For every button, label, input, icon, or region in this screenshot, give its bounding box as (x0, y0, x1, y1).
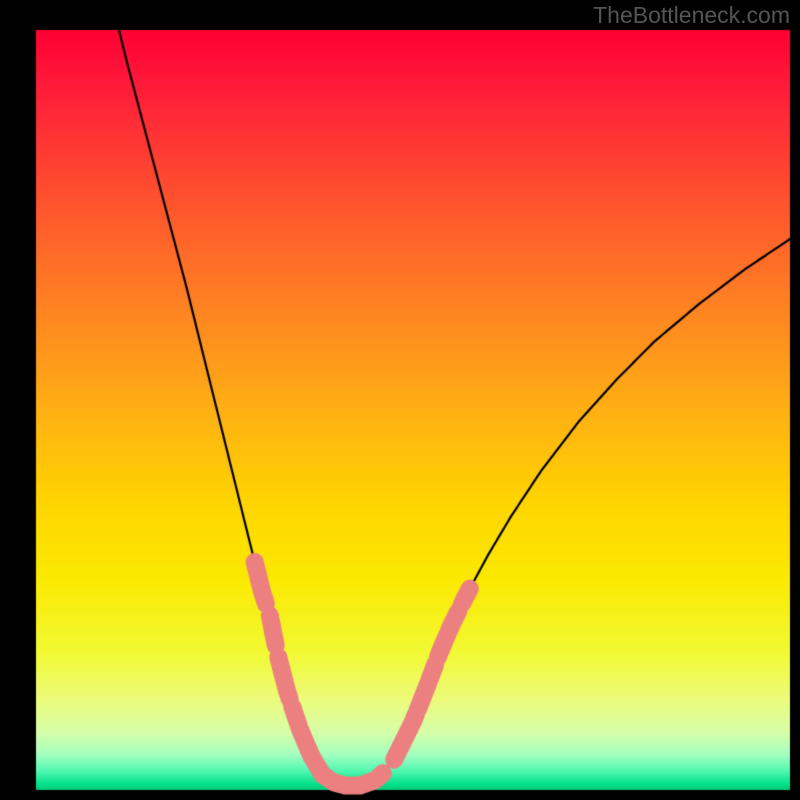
bottleneck-chart-canvas (0, 0, 800, 800)
watermark-text: TheBottleneck.com (593, 2, 790, 29)
chart-stage: TheBottleneck.com (0, 0, 800, 800)
